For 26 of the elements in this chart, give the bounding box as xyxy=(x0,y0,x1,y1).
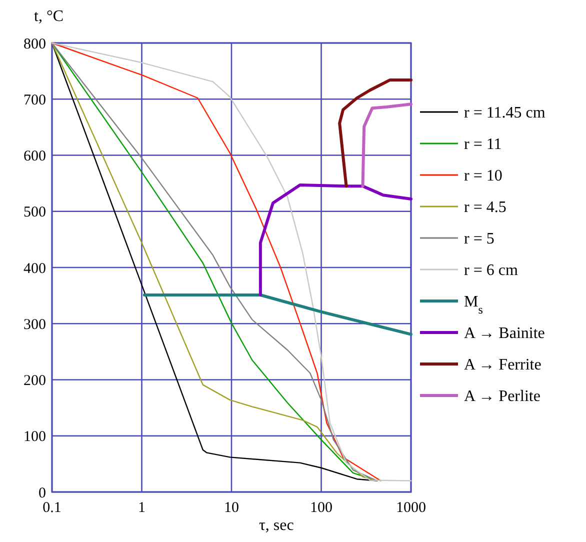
y-tick-label: 800 xyxy=(24,36,46,52)
legend-label: r = 6 cm xyxy=(464,262,518,280)
legend-label: r = 4.5 xyxy=(464,199,506,216)
legend-label: r = 11.45 cm xyxy=(464,104,546,122)
x-tick-label: 10 xyxy=(224,500,239,516)
y-axis-title: t, °C xyxy=(34,8,64,25)
y-tick-label: 100 xyxy=(24,429,46,446)
legend-label: A → Bainite xyxy=(464,325,545,342)
x-tick-label: 0.1 xyxy=(42,500,62,516)
legend-label: r = 5 xyxy=(464,230,494,248)
legend-label: r = 10 xyxy=(464,168,502,185)
y-tick-label: 500 xyxy=(24,204,46,221)
x-tick-label: 1000 xyxy=(396,500,426,516)
y-tick-label: 400 xyxy=(24,260,46,277)
legend-label: M$_{s}$ xyxy=(464,294,484,317)
y-tick-label: 0 xyxy=(38,485,46,502)
y-tick-label: 700 xyxy=(24,92,46,108)
x-tick-label: 100 xyxy=(310,500,332,516)
legend-label: A → Ferrite xyxy=(464,356,542,374)
legend-label: A → Perlite xyxy=(464,388,540,406)
x-axis-title: τ, sec xyxy=(258,517,294,534)
y-tick-label: 200 xyxy=(24,373,46,389)
x-tick-label: 1 xyxy=(138,500,146,516)
y-tick-label: 600 xyxy=(24,148,46,164)
legend-label: r = 11 xyxy=(464,136,502,154)
y-tick-label: 300 xyxy=(24,316,46,333)
